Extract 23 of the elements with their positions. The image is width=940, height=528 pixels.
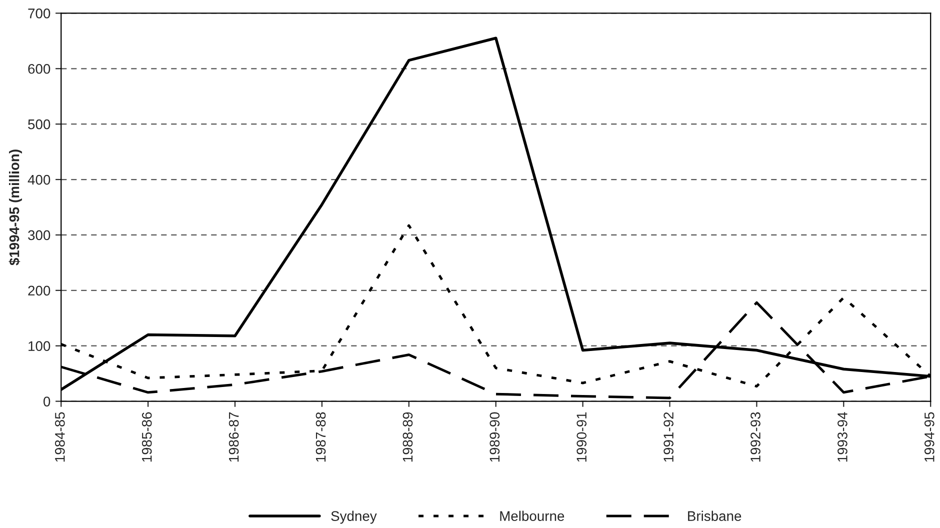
x-tick-label: 1993-94 (838, 412, 848, 462)
y-tick-label: 700 (28, 8, 50, 18)
legend-label: Brisbane (688, 510, 742, 521)
y-tick-label: 400 (28, 174, 50, 185)
y-tick-label: 500 (28, 119, 50, 130)
y-axis-title: $1994-95 (million) (8, 150, 22, 266)
x-tick-label: 1985-86 (142, 412, 152, 462)
x-tick-label: 1991-92 (664, 412, 674, 462)
x-tick-label: 1984-85 (54, 412, 65, 462)
x-tick-label: 1989-90 (490, 412, 500, 462)
x-tick-label: 1988-89 (402, 412, 413, 462)
x-tick-label: 1986-87 (228, 412, 239, 462)
x-tick-label: 1994-95 (924, 412, 934, 462)
y-tick-label: 600 (28, 64, 50, 74)
x-tick-label: 1987-88 (316, 412, 326, 462)
legend-label: Melbourne (500, 510, 564, 521)
legend-label: Sydney (331, 510, 377, 524)
y-tick-label: 300 (28, 230, 50, 240)
x-tick-label: 1990-91 (576, 412, 587, 462)
x-tick-label: 1992-93 (750, 412, 760, 462)
y-tick-label: 0 (44, 396, 50, 406)
y-tick-label: 200 (28, 286, 50, 296)
y-tick-label: 100 (28, 341, 50, 352)
